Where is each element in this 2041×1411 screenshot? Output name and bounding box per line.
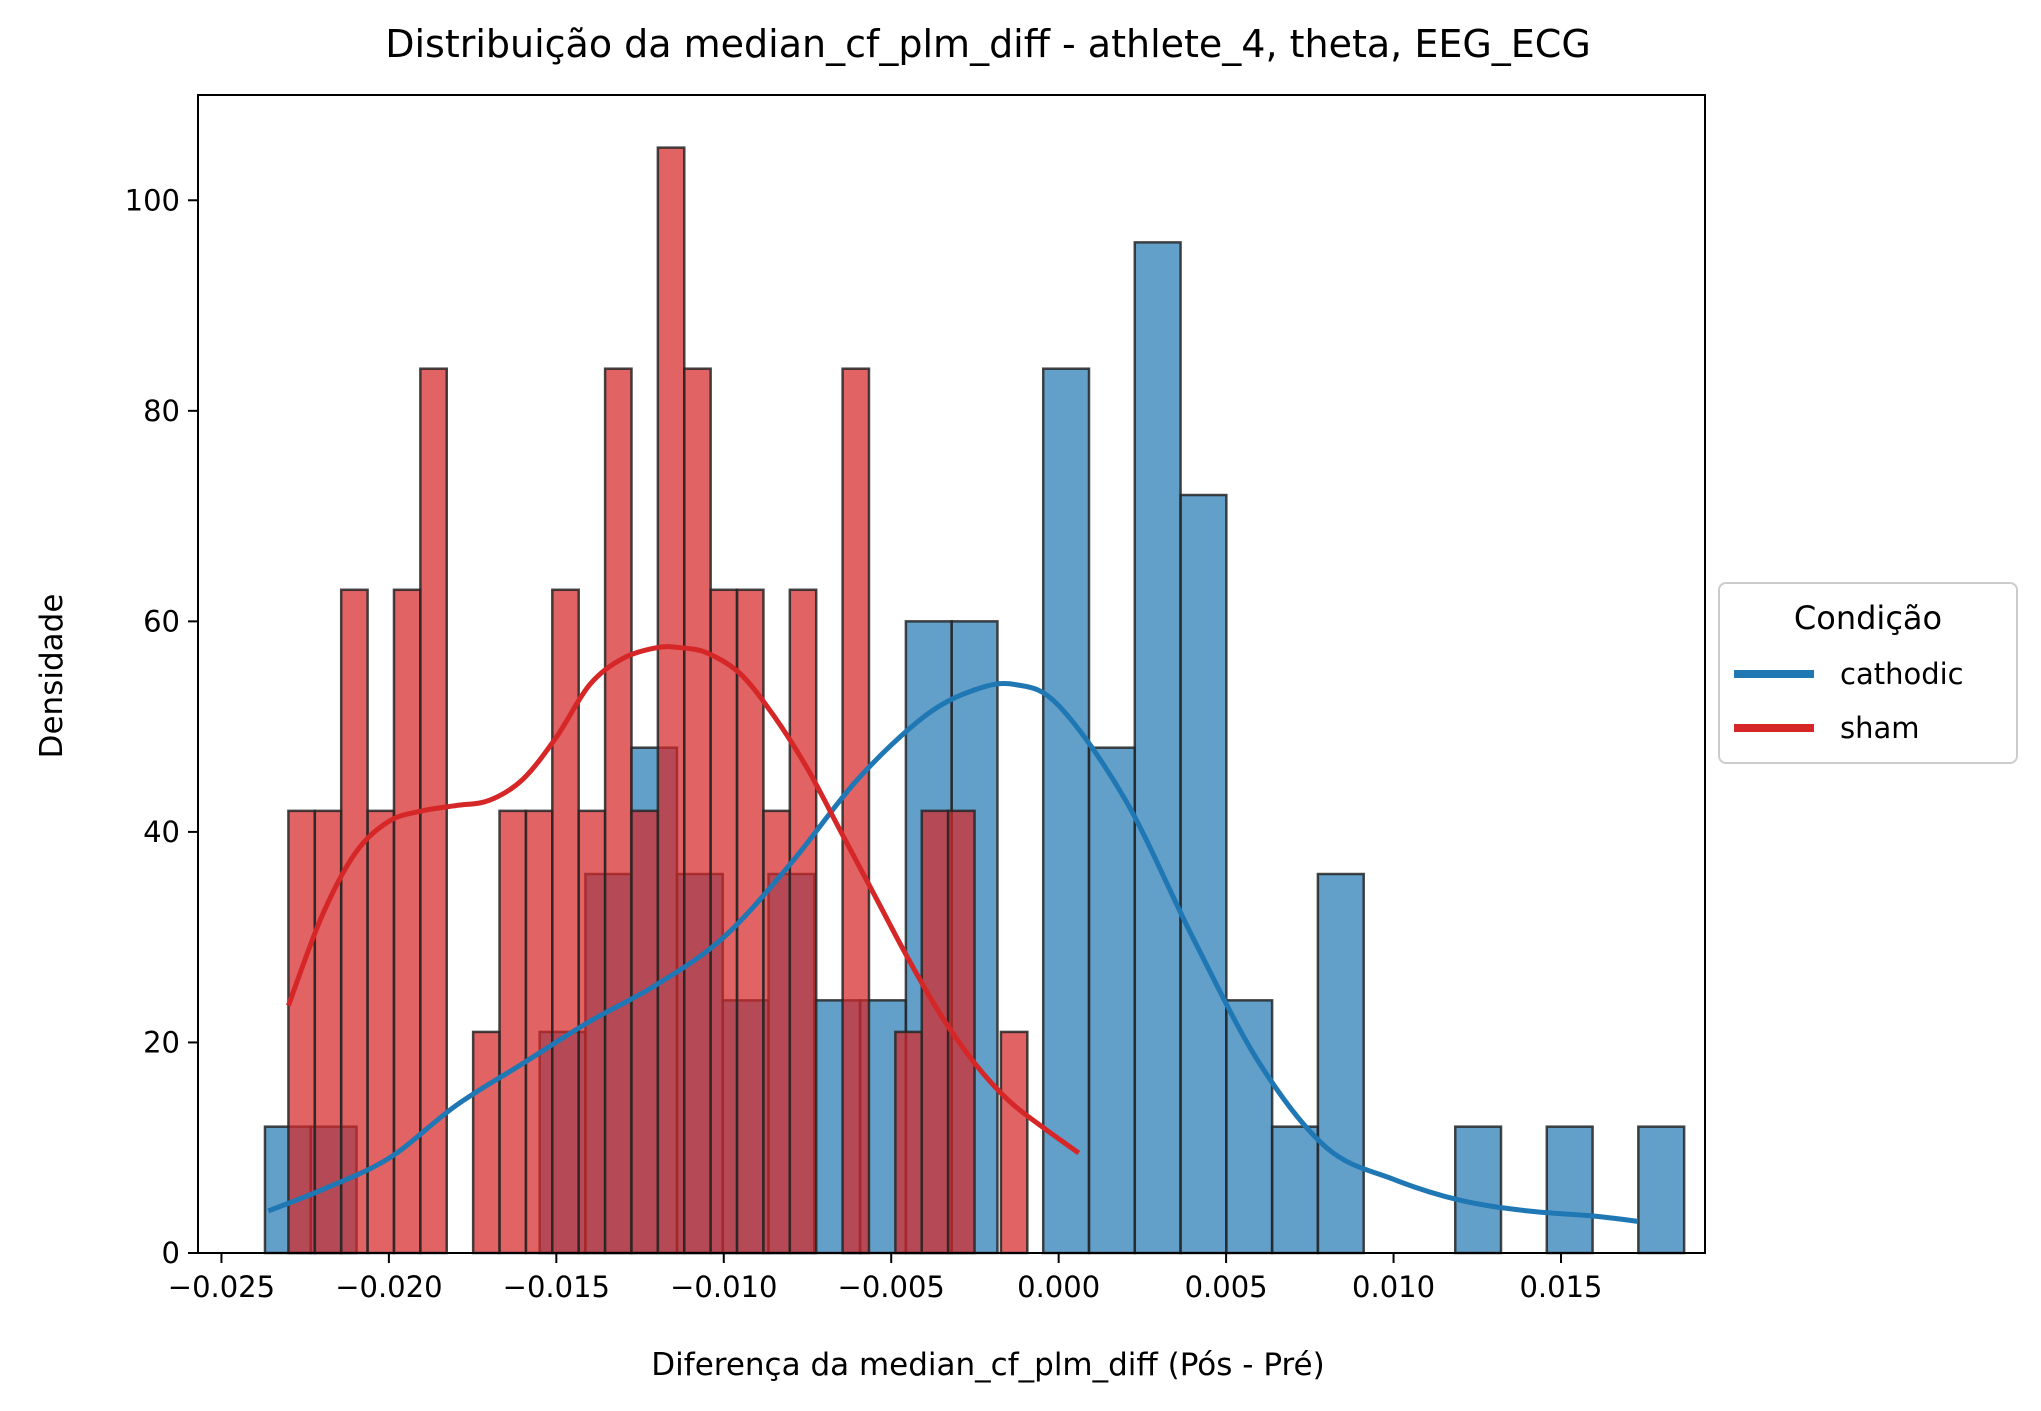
bar-cathodic-18 [1087,746,1137,1255]
y-tick-label: 20 [143,1025,180,1059]
y-tick-label: 80 [143,394,180,428]
x-tick-label: 0.010 [1352,1270,1435,1304]
bar-cathodic-22 [1270,1125,1320,1255]
bar-cathodic-17 [1041,367,1091,1255]
legend-box [1718,582,2018,764]
bar-sham-3 [366,809,396,1255]
bar-sham-10 [551,588,580,1255]
bar-sham-19 [788,588,818,1255]
x-tick-label: −0.005 [838,1270,945,1304]
legend-label-sham: sham [1840,711,1920,745]
bar-sham-24 [920,809,950,1255]
bar-cathodic-19 [1133,241,1182,1255]
bar-sham-8 [498,809,528,1255]
bar-sham-21 [841,367,871,1255]
y-tick-label: 100 [125,183,180,217]
bar-cathodic-21 [1225,999,1274,1255]
bar-cathodic-28 [1545,1125,1594,1255]
bar-sham-13 [630,809,660,1255]
bar-cathodic-23 [1316,872,1365,1255]
x-tick-label: −0.025 [168,1270,275,1304]
x-tick-label: 0.000 [1017,1270,1100,1304]
bar-sham-18 [762,809,792,1255]
plot-area [197,94,1706,1255]
bar-sham-9 [524,809,554,1255]
x-tick-label: 0.015 [1519,1270,1602,1304]
bar-sham-15 [683,367,712,1255]
x-tick-label: −0.010 [670,1270,777,1304]
x-tick-label: −0.020 [335,1270,442,1304]
chart-title: Distribuição da median_cf_plm_diff - ath… [385,22,1591,66]
y-axis-label: Densidade [34,594,70,759]
kde-line-cathodic [267,681,1639,1224]
legend-title: Condição [1794,599,1942,637]
bar-cathodic-26 [1453,1125,1503,1255]
y-axis: 0 20 40 60 80 100 [125,183,198,1270]
bar-cathodic-20 [1179,493,1228,1255]
bar-sham-23 [894,1030,924,1255]
bar-sham-0 [287,809,317,1255]
bar-sham-11 [577,809,607,1255]
bar-sham-14 [656,146,686,1255]
bar-sham-12 [603,367,633,1255]
legend-label-cathodic: cathodic [1840,657,1964,691]
y-tick-label: 40 [143,815,180,849]
legend: Condição cathodic sham [1718,582,2018,764]
x-tick-label: 0.005 [1185,1270,1268,1304]
y-tick-label: 60 [143,604,180,638]
bar-sham-2 [339,588,369,1255]
bar-sham-1 [313,809,343,1255]
bar-cathodic-30 [1637,1125,1686,1255]
bar-sham-7 [471,1030,501,1255]
x-tick-label: −0.015 [503,1270,610,1304]
x-axis: −0.025 −0.020 −0.015 −0.010 −0.005 0.000 0.005… [168,1253,1603,1304]
bar-sham-16 [709,588,739,1255]
plot-frame [197,94,1706,1254]
bars-sham [287,146,1029,1255]
kde-line-sham [286,644,1081,1156]
x-axis-label: Diferença da median_cf_plm_diff (Pós - P… [651,1347,1324,1383]
bar-sham-27 [999,1030,1029,1255]
y-tick-label: 0 [162,1236,180,1270]
